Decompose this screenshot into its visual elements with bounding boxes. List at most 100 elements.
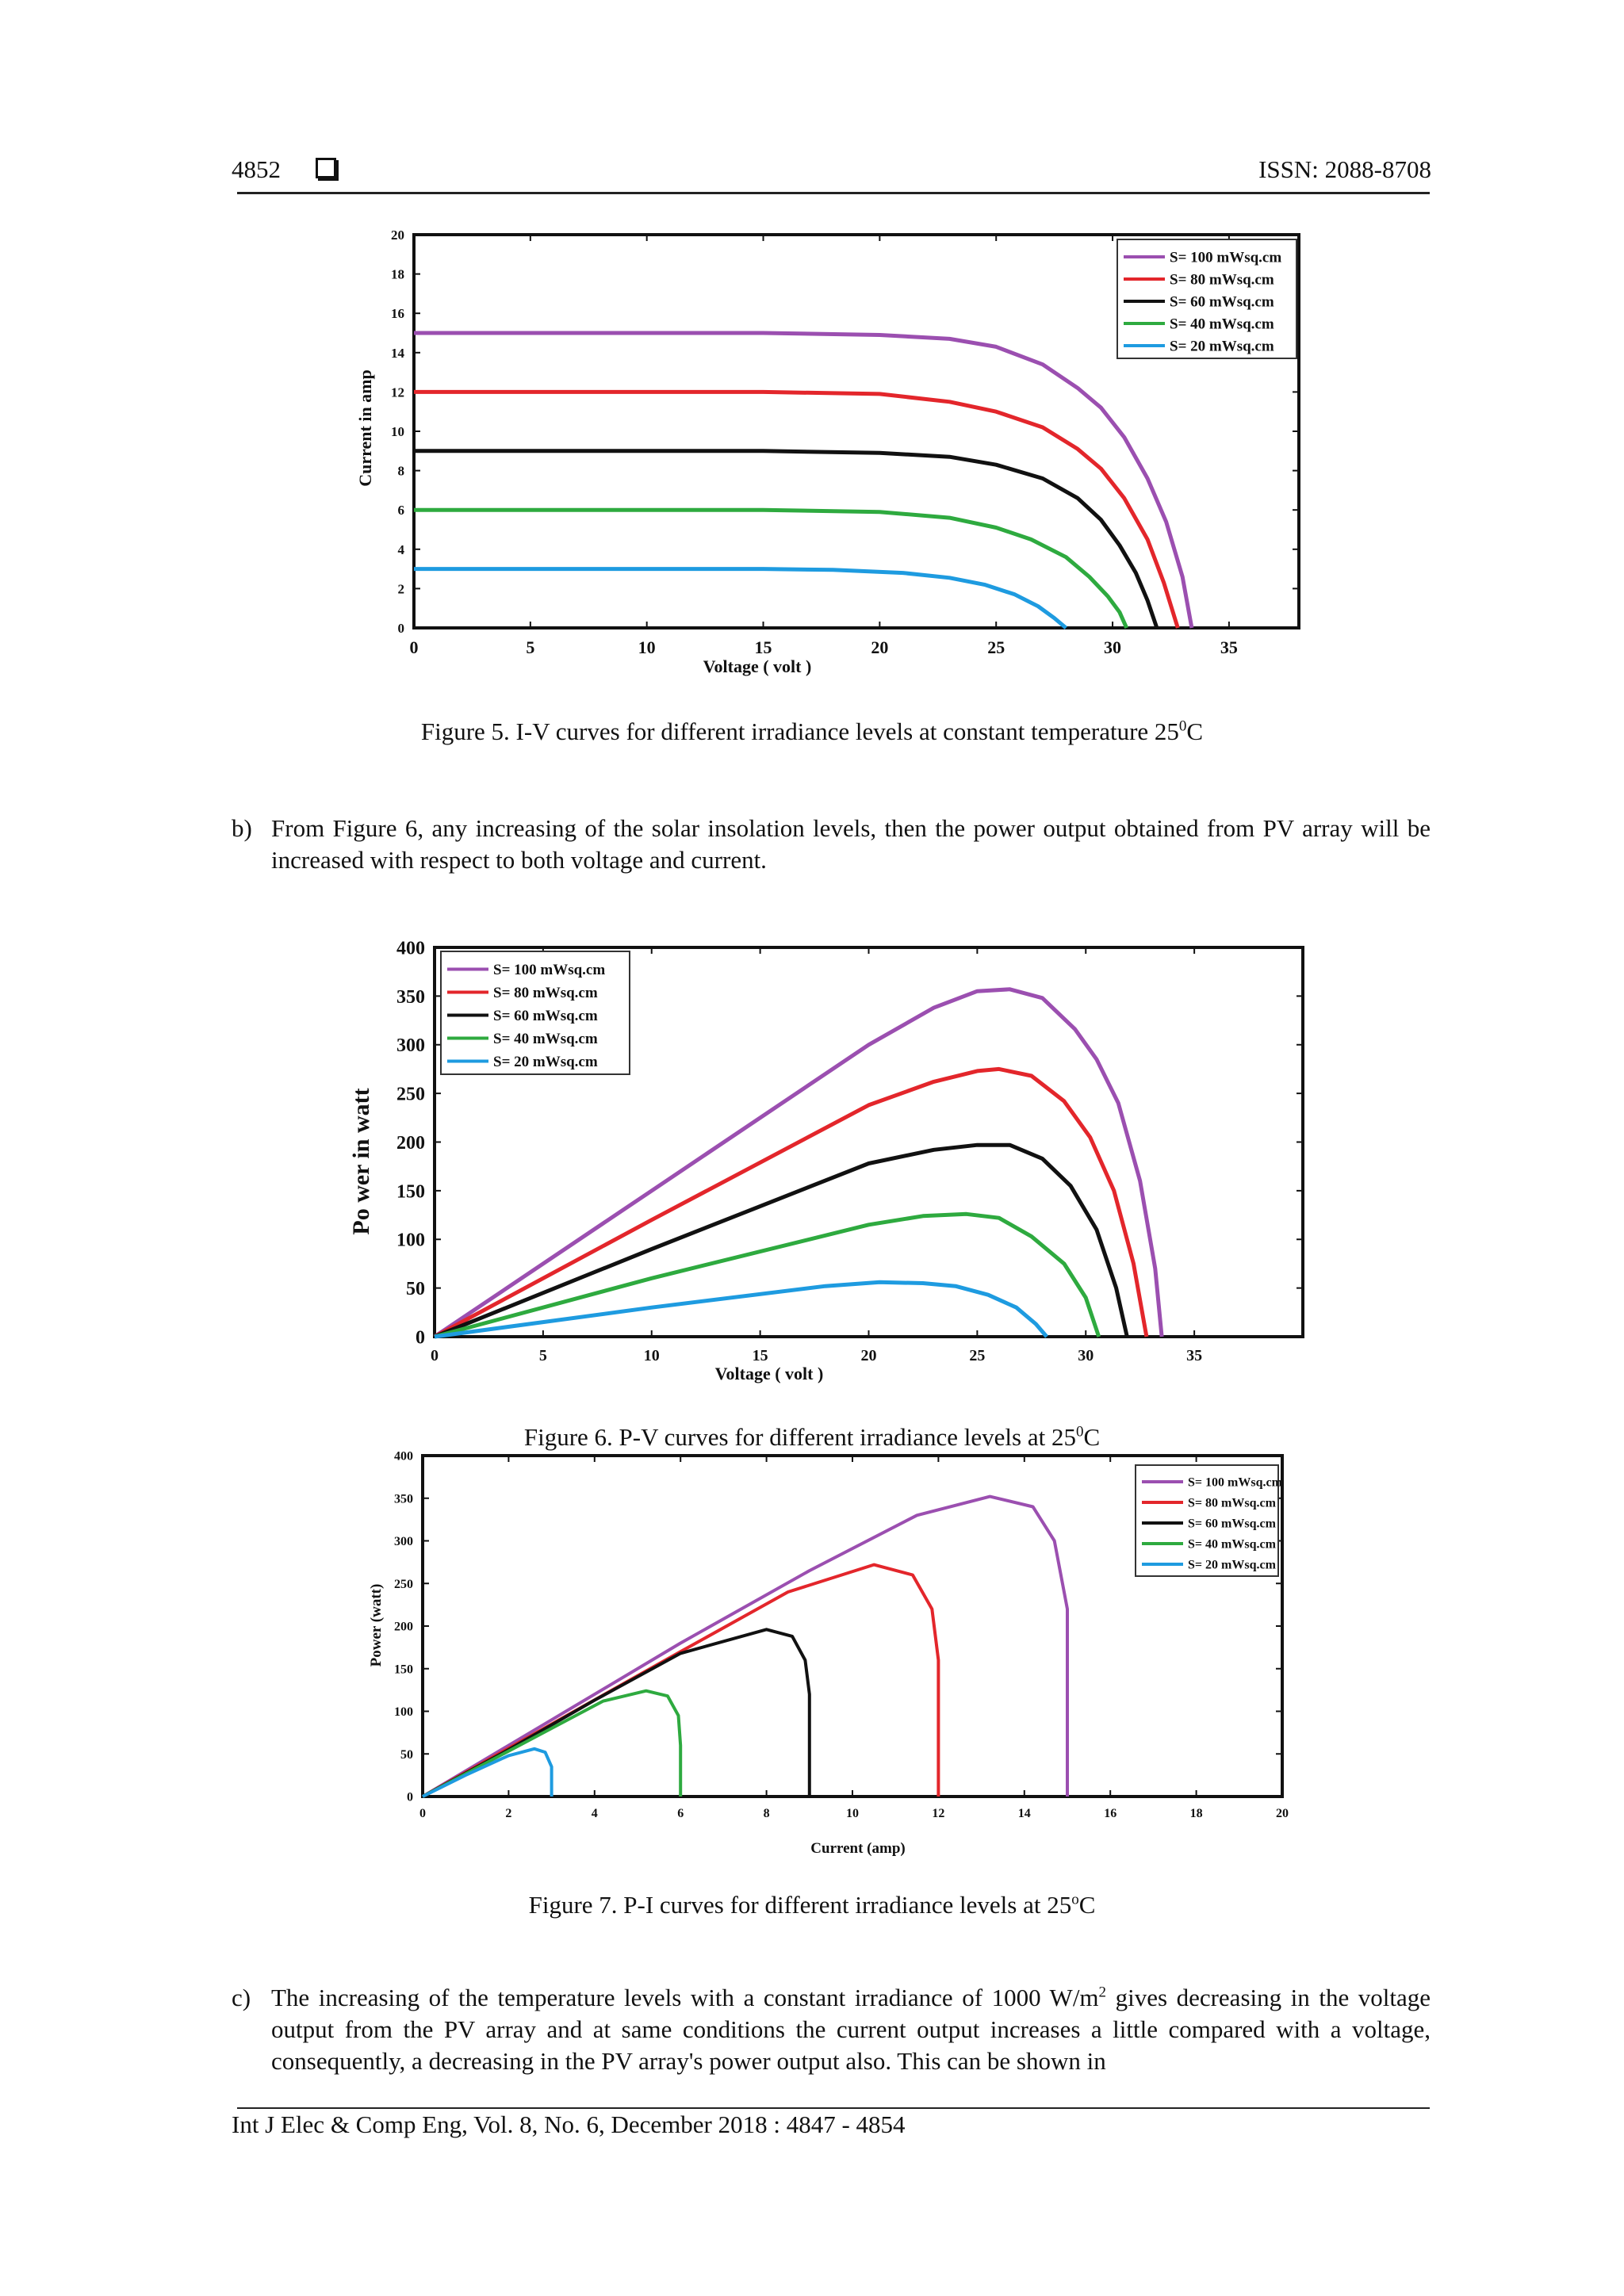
x-tick-label: 20 [1276, 1807, 1289, 1820]
y-axis-label: Power (watt) [368, 1584, 385, 1667]
series-line-3 [414, 449, 1159, 629]
y-tick-label: 300 [396, 1035, 425, 1056]
y-tick-label: 250 [396, 1085, 425, 1105]
series-line-2 [433, 1066, 1149, 1339]
legend-entry: S= 60 mWsq.cm [1170, 294, 1274, 311]
square-bullet-icon [316, 158, 336, 178]
paragraph-b-label: b) [232, 814, 252, 842]
legend-entry: S= 20 mWsq.cm [1188, 1559, 1277, 1572]
y-tick-label: 12 [391, 385, 404, 400]
series-line-4 [434, 1211, 1101, 1339]
y-tick-label: 350 [394, 1492, 413, 1506]
x-tick-label: 25 [969, 1347, 985, 1364]
y-tick-label: 0 [407, 1791, 413, 1804]
y-axis-label: Current in amp [355, 369, 375, 487]
header-rule [237, 192, 1430, 194]
paragraph-c-label: c) [232, 1984, 251, 2011]
legend-entry: S= 40 mWsq.cm [1188, 1538, 1277, 1552]
series-line-5 [414, 567, 1067, 629]
x-axis-label: Voltage ( volt ) [715, 1364, 824, 1383]
series-line-3 [422, 1628, 811, 1798]
legend-entry: S= 100 mWsq.cm [1170, 250, 1281, 266]
series-line-1 [433, 987, 1164, 1339]
y-tick-label: 14 [391, 346, 405, 361]
y-tick-label: 150 [394, 1663, 413, 1676]
legend-entry: S= 100 mWsq.cm [1188, 1476, 1283, 1490]
y-tick-label: 2 [398, 581, 405, 596]
figure6-caption: Figure 6. P-V curves for different irrad… [523, 1423, 1101, 1451]
x-tick-label: 8 [764, 1807, 770, 1820]
x-axis-label: Voltage ( volt ) [703, 656, 812, 676]
y-tick-label: 10 [391, 424, 404, 439]
x-tick-label: 30 [1078, 1347, 1094, 1364]
chart-6: 0 5 10 15 20 25 30 35050100150200250300350400Vo… [348, 938, 1304, 1383]
footer-citation: Int J Elec & Comp Eng, Vol. 8, No. 6, De… [232, 2110, 906, 2138]
y-tick-label: 8 [398, 464, 405, 479]
x-tick-label: 35 [1220, 637, 1238, 657]
paragraph-c: c) The increasing of the temperature lev… [232, 1982, 1431, 2077]
x-tick-label: 14 [1018, 1807, 1031, 1820]
y-tick-label: 250 [394, 1578, 413, 1591]
y-tick-label: 100 [394, 1705, 413, 1719]
series-line-5 [422, 1747, 553, 1798]
y-tick-label: 50 [406, 1279, 425, 1299]
legend-entry: S= 80 mWsq.cm [1170, 272, 1274, 289]
figure7-caption: Figure 7. P-I curves for different irrad… [528, 1891, 1096, 1919]
figure5-caption: Figure 5. I-V curves for different irrad… [420, 718, 1204, 745]
legend-entry: S= 80 mWsq.cm [493, 985, 598, 1001]
y-tick-label: 400 [394, 1450, 413, 1464]
y-tick-label: 18 [391, 267, 404, 282]
paragraph-b: b) From Figure 6, any increasing of the … [232, 813, 1431, 876]
y-tick-label: 350 [396, 987, 425, 1008]
legend-box [1116, 239, 1297, 359]
y-tick-label: 20 [391, 228, 404, 243]
legend-entry: S= 100 mWsq.cm [493, 962, 605, 978]
x-tick-label: 35 [1186, 1347, 1202, 1364]
x-tick-label: 0 [410, 637, 419, 657]
x-tick-label: 10 [638, 637, 656, 657]
x-tick-label: 0 [431, 1347, 439, 1364]
x-tick-label: 20 [871, 637, 888, 657]
x-tick-label: 15 [753, 1347, 768, 1364]
paragraph-b-text: From Figure 6, any increasing of the sol… [271, 814, 1431, 874]
x-tick-label: 5 [526, 637, 534, 657]
x-tick-label: 30 [1104, 637, 1121, 657]
legend-entry: S= 20 mWsq.cm [493, 1054, 598, 1070]
series-line-4 [414, 507, 1128, 629]
series-line-2 [414, 389, 1180, 629]
x-tick-label: 25 [987, 637, 1005, 657]
legend-entry: S= 40 mWsq.cm [493, 1031, 598, 1047]
x-tick-label: 6 [677, 1807, 684, 1820]
y-tick-label: 16 [391, 306, 404, 321]
page-number: 4852 [232, 155, 336, 184]
x-axis-label: Current (amp) [810, 1840, 905, 1857]
y-tick-label: 300 [394, 1535, 413, 1548]
series-line-4 [422, 1689, 683, 1798]
issn: ISSN: 2088-8708 [1258, 155, 1431, 183]
series-line-1 [414, 331, 1194, 629]
paragraph-c-text: The increasing of the temperature levels… [271, 1984, 1431, 2075]
y-tick-label: 100 [396, 1230, 425, 1251]
y-tick-label: 200 [396, 1133, 425, 1154]
y-axis-label: Po wer in watt [348, 1088, 374, 1234]
x-tick-label: 0 [419, 1807, 426, 1820]
x-tick-label: 12 [932, 1807, 944, 1820]
y-tick-label: 4 [398, 542, 405, 557]
series-line-5 [434, 1280, 1048, 1339]
series-line-3 [434, 1142, 1129, 1339]
chart-7: 0 2 4 6 8 10 12 14 16 18 2005010015020025030035040… [368, 1450, 1289, 1857]
x-tick-label: 20 [861, 1347, 877, 1364]
legend-entry: S= 20 mWsq.cm [1170, 339, 1274, 355]
y-tick-label: 0 [416, 1327, 425, 1348]
x-tick-label: 2 [505, 1807, 511, 1820]
legend-entry: S= 60 mWsq.cm [1188, 1517, 1277, 1531]
y-tick-label: 150 [396, 1181, 425, 1202]
legend-entry: S= 60 mWsq.cm [493, 1008, 598, 1024]
y-tick-label: 0 [398, 621, 405, 636]
footer-rule [237, 2107, 1430, 2109]
y-tick-label: 50 [400, 1748, 413, 1762]
chart-5: 0 5 10 15 20 25 30 35 0 2 4 6 8 10 12 14 16 18 20 Voltage (… [355, 228, 1300, 676]
legend-entry: S= 80 mWsq.cm [1188, 1497, 1277, 1510]
x-tick-label: 16 [1104, 1807, 1116, 1820]
